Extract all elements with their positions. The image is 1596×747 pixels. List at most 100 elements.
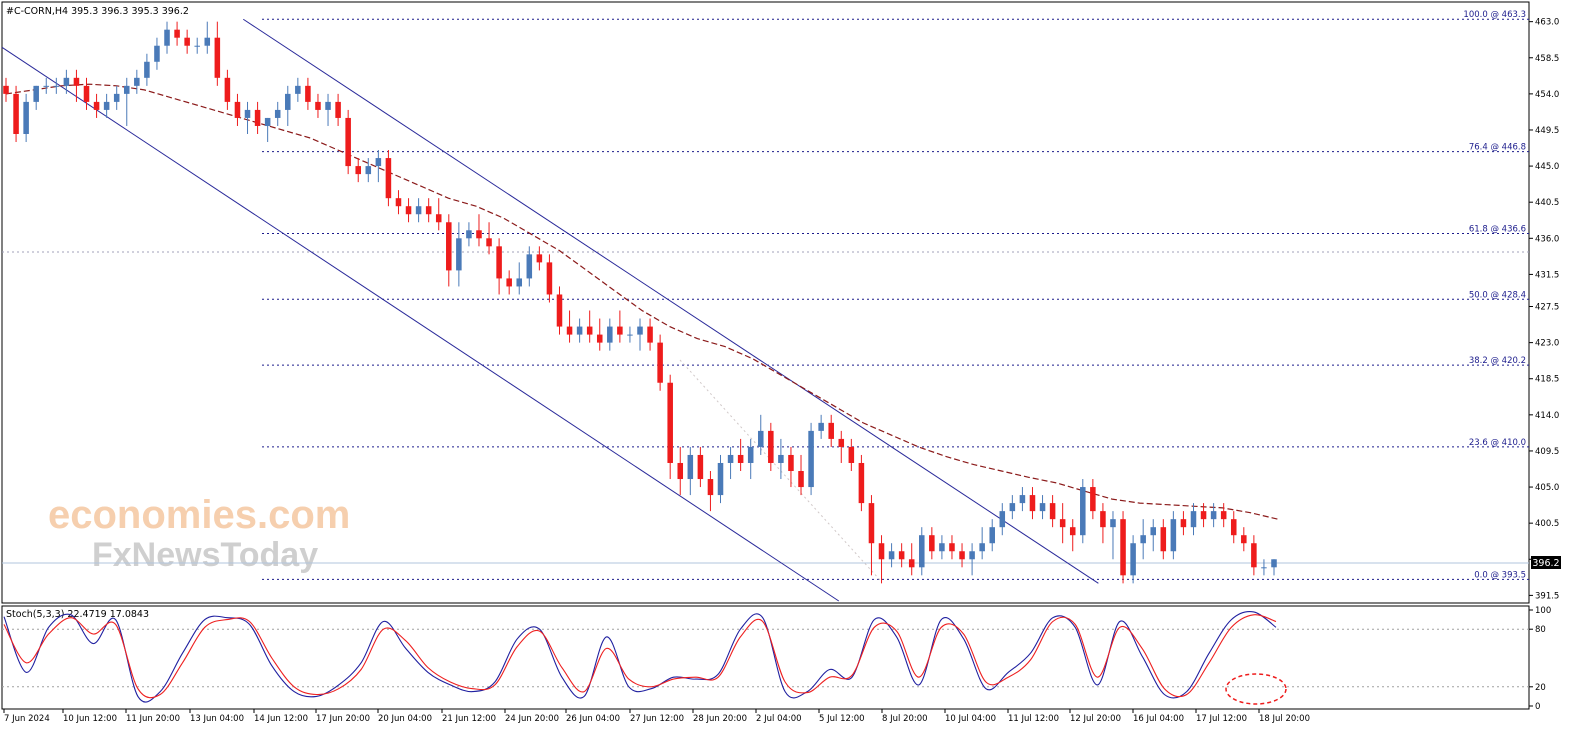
candle-body xyxy=(1150,527,1157,536)
candle-body xyxy=(717,462,724,496)
time-tick-label: 16 Jul 04:00 xyxy=(1133,714,1184,724)
fib-diagonal xyxy=(679,359,881,581)
candle-body xyxy=(607,326,613,343)
candle-body xyxy=(315,101,321,110)
last-price-badge: 396.2 xyxy=(1531,556,1561,569)
candle-body xyxy=(647,326,653,343)
candle-body xyxy=(154,45,160,62)
candle-body xyxy=(224,77,231,102)
candle-body xyxy=(878,543,885,560)
candle-body xyxy=(385,158,392,199)
candle-body xyxy=(1140,535,1146,544)
candle-body xyxy=(667,382,673,463)
price-tick-label: 427.5 xyxy=(1535,303,1559,313)
time-tick-label: 2 Jul 04:00 xyxy=(756,714,802,724)
candle-body xyxy=(335,101,341,118)
channel-lower-line xyxy=(1,46,840,602)
candle-body xyxy=(1120,519,1126,576)
candle-body xyxy=(627,334,633,336)
candle-body xyxy=(425,206,432,215)
candle-body xyxy=(818,422,824,431)
candle-body xyxy=(757,430,764,447)
candle-body xyxy=(959,551,965,560)
time-tick-label: 14 Jun 12:00 xyxy=(254,714,308,724)
candle-body xyxy=(214,37,221,78)
candle-body xyxy=(1110,519,1116,528)
price-tick-label: 436.0 xyxy=(1535,234,1559,244)
candle-body xyxy=(405,206,412,215)
candle-body xyxy=(496,246,502,279)
time-tick-label: 20 Jun 04:00 xyxy=(378,714,432,724)
price-axis: 463.0 458.5 454.0 449.5 445.0 440.5 436.0 431.5… xyxy=(1529,18,1559,601)
price-tick-label: 458.5 xyxy=(1535,54,1559,64)
watermark-economies: economies.com xyxy=(48,493,350,537)
candle-body xyxy=(768,430,774,463)
candle-body xyxy=(164,29,170,46)
time-tick-label: 11 Jun 20:00 xyxy=(126,714,180,724)
time-tick-label: 7 Jun 2024 xyxy=(4,714,50,724)
time-tick-label: 27 Jun 12:00 xyxy=(630,714,684,724)
price-tick-label: 449.5 xyxy=(1535,126,1559,136)
candle-body xyxy=(929,535,935,552)
candle-body xyxy=(476,230,482,239)
candle-body xyxy=(1261,567,1267,569)
time-tick-label: 13 Jun 04:00 xyxy=(190,714,244,724)
candle-body xyxy=(375,158,382,167)
channel-upper-line xyxy=(242,18,1099,584)
price-tick-label: 431.5 xyxy=(1535,270,1559,280)
candle-body xyxy=(939,543,945,552)
crossover-highlight-ellipse xyxy=(1225,673,1287,705)
candle-body xyxy=(576,326,583,335)
last-price-label: 396.2 xyxy=(1532,558,1559,569)
candle-body xyxy=(979,543,985,552)
candle-body xyxy=(727,454,734,463)
candle-body xyxy=(285,93,291,110)
candle-body xyxy=(83,85,90,102)
candle-body xyxy=(234,101,241,118)
candle-body xyxy=(1039,503,1046,512)
candle-body xyxy=(838,438,845,447)
candle-body xyxy=(1230,519,1237,536)
candle-body xyxy=(53,85,60,87)
candle-body xyxy=(1271,559,1277,568)
candle-body xyxy=(566,326,573,335)
candle-body xyxy=(657,342,663,383)
candle-body xyxy=(113,93,120,102)
candle-body xyxy=(526,254,533,279)
fib-label: 50.0 @ 428.4 xyxy=(1469,290,1526,300)
candle-body xyxy=(33,85,39,102)
price-tick-label: 418.5 xyxy=(1535,375,1559,385)
candle-body xyxy=(103,101,110,110)
candle-body xyxy=(43,85,50,87)
price-tick-label: 391.5 xyxy=(1535,591,1559,601)
stoch-header: Stoch(5,3,3) 22.4719 17.0843 xyxy=(6,609,149,620)
candle-body xyxy=(637,326,643,335)
candle-body xyxy=(1241,535,1247,544)
candle-body xyxy=(1100,511,1106,528)
candle-body xyxy=(586,326,593,335)
candle-body xyxy=(536,254,543,263)
candle-body xyxy=(1049,503,1056,520)
candle-body xyxy=(687,454,694,480)
candle-body xyxy=(365,166,372,175)
candle-body xyxy=(788,454,794,472)
candle-body xyxy=(1080,487,1086,536)
time-tick-label: 28 Jun 20:00 xyxy=(693,714,747,724)
candle-body xyxy=(697,454,704,480)
candle-body xyxy=(1160,527,1167,552)
candle-body xyxy=(969,551,975,560)
stoch-tick-label: 100 xyxy=(1535,606,1551,616)
candle-body xyxy=(516,278,523,287)
candle-body xyxy=(174,29,180,38)
candle-body xyxy=(3,85,9,94)
candle-body xyxy=(808,430,814,488)
moving-average xyxy=(5,83,1279,520)
candle-body xyxy=(1069,527,1076,536)
candle-body xyxy=(556,294,563,327)
candle-body xyxy=(1251,543,1257,568)
candle-body xyxy=(415,206,422,215)
candle-body xyxy=(73,77,80,86)
price-tick-label: 454.0 xyxy=(1535,90,1559,100)
price-tick-label: 400.5 xyxy=(1535,519,1559,529)
